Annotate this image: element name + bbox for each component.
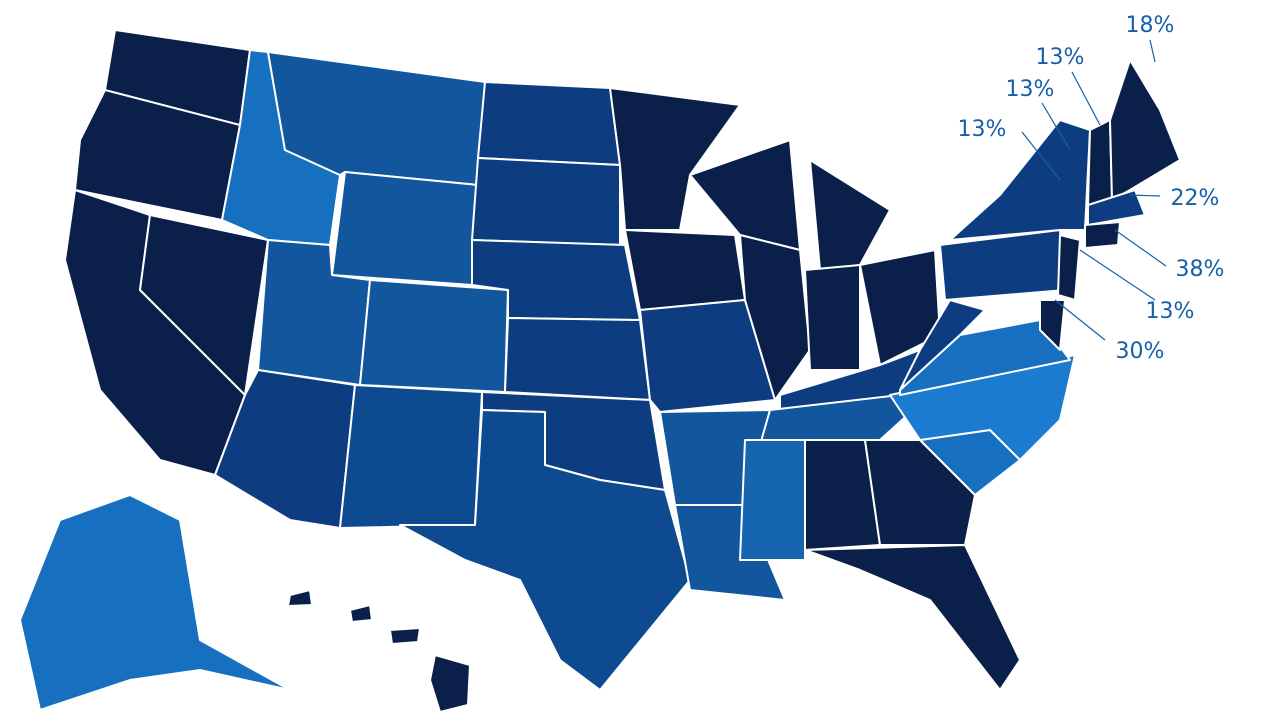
map-label: 13% xyxy=(1006,77,1055,102)
state-shape xyxy=(399,409,691,691)
state-shape xyxy=(624,229,746,311)
leader-line xyxy=(1149,39,1156,63)
map-label: 13% xyxy=(958,117,1007,142)
map-label: 18% xyxy=(1126,13,1175,38)
state-shape xyxy=(471,157,621,246)
state-shape xyxy=(429,654,471,713)
state-shape xyxy=(1087,189,1146,226)
leader-line xyxy=(1129,194,1161,197)
state-shape xyxy=(804,544,1021,691)
states xyxy=(19,29,1181,713)
state-shape xyxy=(1084,221,1121,249)
state-shape xyxy=(1039,299,1066,351)
map-label: 30% xyxy=(1116,339,1165,364)
leader-line xyxy=(1071,71,1101,126)
map-label: 13% xyxy=(1146,299,1195,324)
state-shape xyxy=(477,81,621,166)
state-shape xyxy=(331,171,479,286)
leader-lines xyxy=(1021,39,1167,341)
state-shape xyxy=(74,89,241,221)
state-shape xyxy=(804,264,861,371)
state-shape xyxy=(359,279,509,393)
state-shape xyxy=(739,234,811,401)
state-shape xyxy=(609,87,741,231)
state-shape xyxy=(287,589,313,607)
state-shape xyxy=(889,354,1076,461)
state-shape xyxy=(389,627,421,645)
map-label: 38% xyxy=(1176,257,1225,282)
state-shape xyxy=(349,604,373,623)
map-label: 13% xyxy=(1036,45,1085,70)
state-shape xyxy=(339,384,483,529)
state-shape xyxy=(899,299,986,391)
state-shape xyxy=(864,439,976,546)
state-shape xyxy=(1057,234,1081,301)
state-shape xyxy=(504,317,651,401)
leader-line xyxy=(1114,229,1167,267)
leader-line xyxy=(1079,249,1156,301)
leader-line xyxy=(1054,299,1106,341)
state-shape xyxy=(639,299,776,413)
state-shape xyxy=(1087,119,1113,206)
map-label: 22% xyxy=(1171,186,1220,211)
state-shape xyxy=(739,439,806,561)
leader-line xyxy=(1041,102,1071,151)
leader-line xyxy=(1021,131,1061,181)
state-shape xyxy=(674,504,786,601)
state-shape xyxy=(19,494,291,711)
